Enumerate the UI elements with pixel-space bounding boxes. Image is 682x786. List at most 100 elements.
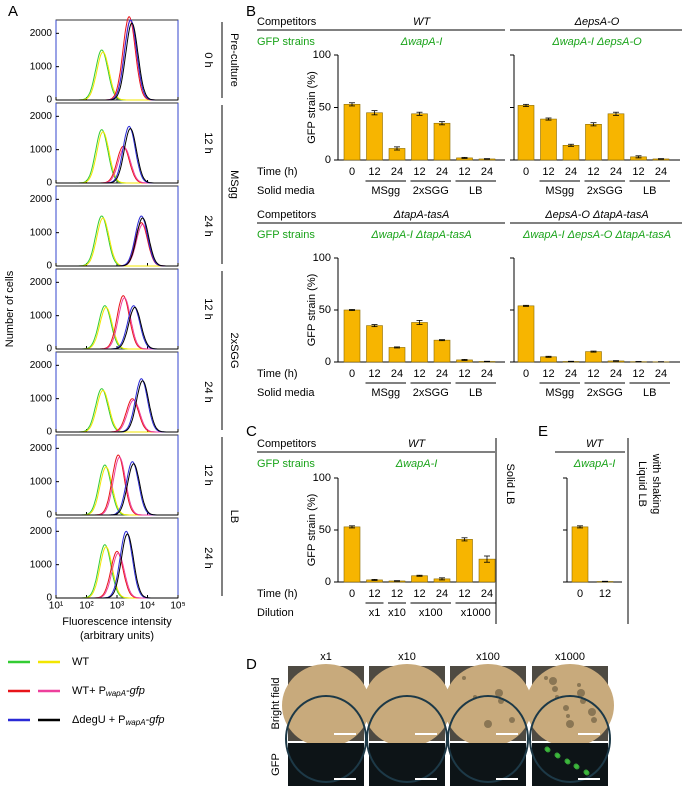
- histogram-curve: [56, 128, 178, 184]
- error-bar: [371, 324, 378, 328]
- x-tick-label: 0: [349, 166, 355, 178]
- histogram-curve: [56, 464, 178, 516]
- group-label: LB: [469, 387, 482, 399]
- group-label: MSgg: [371, 387, 400, 399]
- colony-hole: [462, 676, 466, 680]
- x-tick-label: 24: [481, 588, 493, 600]
- gfp-spot: [574, 764, 580, 770]
- x-tick-label: 24: [436, 368, 448, 380]
- x-tick-label: 12: [458, 368, 470, 380]
- plot-frame: [55, 185, 179, 267]
- colony-hole: [563, 705, 569, 711]
- x-tick-label: 12: [368, 166, 380, 178]
- colony-hole: [484, 720, 492, 728]
- bar: [456, 539, 473, 583]
- error-bar: [577, 525, 583, 529]
- colony-hole: [588, 708, 596, 716]
- histogram-curve: [56, 215, 178, 267]
- error-bar: [349, 102, 355, 107]
- y-tick-label: 2000: [30, 526, 53, 537]
- colony-hole: [577, 683, 581, 687]
- x-tick-label: 12: [542, 166, 554, 178]
- colony: [363, 664, 451, 747]
- x-tick-label: 24: [655, 368, 667, 380]
- y-tick-label: 0: [46, 178, 52, 189]
- gfp-strain: ΔwapA-I ΔtapA-tasA: [370, 229, 471, 241]
- panel-letter: A: [8, 3, 18, 20]
- x-tick-label: 24: [481, 368, 493, 380]
- bar: [343, 104, 361, 161]
- histogram-curve: [56, 398, 178, 433]
- error-bar: [484, 158, 490, 160]
- gfp-strain: ΔwapA-I: [400, 36, 443, 48]
- group-label: LB: [643, 185, 656, 197]
- x-tick-label: 24: [436, 588, 448, 600]
- legend-label-part: -gfp: [126, 685, 145, 697]
- error-bar: [439, 577, 445, 581]
- gfp-strain: ΔwapA-I: [573, 458, 616, 470]
- error-bar: [349, 309, 355, 311]
- colony: [526, 664, 614, 747]
- histogram-curve: [56, 16, 178, 101]
- x-tick-label: 24: [481, 166, 493, 178]
- row-label: Bright field: [270, 678, 282, 730]
- row-label: GFP: [270, 753, 282, 776]
- x-tick-label: 12: [413, 166, 425, 178]
- y-axis-label: GFP strain (%): [306, 274, 318, 347]
- error-bar: [590, 350, 597, 353]
- bar: [343, 309, 361, 363]
- error-bar: [568, 143, 574, 147]
- plot-frame: [55, 351, 179, 433]
- colony-hole: [549, 677, 557, 685]
- y-tick-label: 2000: [30, 111, 53, 122]
- x-axis-label: (arbitrary units): [80, 630, 154, 642]
- error-bar: [394, 146, 400, 151]
- gfp-spot: [584, 770, 590, 776]
- panel-letter: D: [246, 656, 257, 673]
- colony-hole: [495, 689, 503, 697]
- y-axis-label: GFP strain (%): [306, 494, 318, 567]
- gfp-strain: ΔwapA-I ΔepsA-O: [551, 36, 642, 48]
- group-label: x1: [369, 607, 381, 619]
- y-axis-label: GFP strain (%): [306, 71, 318, 144]
- bar: [585, 124, 602, 161]
- bar: [366, 325, 383, 363]
- error-bar: [439, 339, 445, 342]
- colony-outline: [529, 695, 611, 783]
- bar: [343, 526, 361, 583]
- histogram-curve: [56, 305, 178, 350]
- x-tick-label: 12: [587, 166, 599, 178]
- error-bar: [484, 555, 490, 563]
- bar: [607, 113, 625, 161]
- bar: [571, 526, 589, 583]
- bar: [433, 122, 451, 161]
- bar: [411, 575, 428, 583]
- time-label: 24 h: [202, 215, 214, 236]
- y-tick-label: 50: [319, 524, 331, 536]
- group-label: Pre-culture: [228, 33, 240, 87]
- y-tick-label: 0: [325, 576, 331, 588]
- y-tick-label: 100: [313, 472, 331, 484]
- group-label: 2xSGG: [413, 387, 449, 399]
- y-tick-label: 0: [46, 427, 52, 438]
- x-tick-label: 24: [436, 166, 448, 178]
- bar: [540, 118, 557, 161]
- x-tick-label: 10⁴: [140, 601, 155, 612]
- bar: [517, 105, 535, 161]
- x-tick-label: 10³: [110, 601, 125, 612]
- y-tick-label: 1000: [30, 61, 53, 72]
- gfp-spot: [555, 753, 561, 759]
- side-label: with shaking: [650, 453, 662, 515]
- group-label: x1000: [461, 607, 491, 619]
- competitors: WT: [408, 438, 426, 450]
- error-bar: [461, 358, 468, 361]
- x-tick-label: 24: [391, 368, 403, 380]
- error-bar: [635, 155, 642, 159]
- error-bar: [523, 103, 529, 107]
- time-label: 0 h: [202, 52, 214, 67]
- y-tick-label: 1000: [30, 310, 53, 321]
- colony-hole: [577, 689, 585, 697]
- error-bar: [416, 111, 423, 116]
- x-tick-label: 12: [632, 368, 644, 380]
- colony-outline: [447, 695, 529, 783]
